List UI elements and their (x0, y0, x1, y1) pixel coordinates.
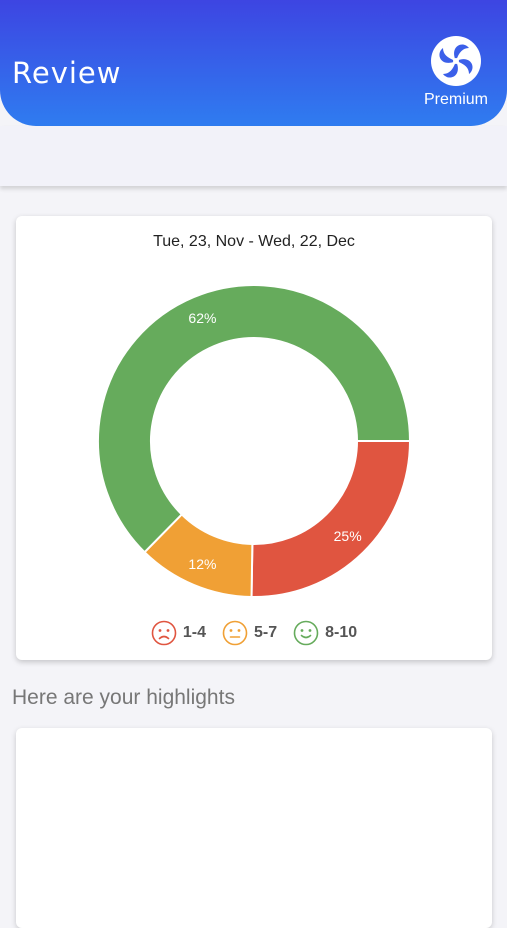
neutral-face-icon (222, 620, 248, 646)
page-title: Review (12, 56, 122, 90)
slice-label-8-10: 62% (188, 310, 216, 326)
legend-item-8-10: 8-10 (293, 620, 357, 646)
sad-face-icon (151, 620, 177, 646)
donut-chart: 25% 12% 62% (97, 284, 412, 598)
premium-label: Premium (423, 91, 488, 108)
donut-slice-1-4 (250, 440, 412, 598)
top-tab-strip (0, 126, 507, 186)
slice-label-1-4: 25% (334, 528, 362, 544)
legend-label: 8-10 (325, 624, 358, 641)
legend-item-1-4: 1-4 (151, 620, 206, 646)
slice-label-5-7: 12% (188, 556, 216, 572)
legend-label: 5-7 (253, 624, 278, 641)
legend-item-5-7: 5-7 (222, 620, 277, 646)
chart-legend: 1-4 5-7 8-10 (16, 620, 492, 646)
app-header: Review Premium (0, 0, 507, 126)
premium-button[interactable]: Premium (417, 34, 495, 114)
premium-pinwheel-icon (431, 36, 481, 86)
review-chart-card: Tue, 23, Nov - Wed, 22, Dec 25% 12% 62% 1-… (16, 216, 492, 660)
highlights-heading: Here are your highlights (12, 686, 235, 709)
highlights-card (16, 728, 492, 928)
donut-slice-8-10 (97, 284, 412, 554)
legend-label: 1-4 (182, 624, 206, 641)
date-range[interactable]: Tue, 23, Nov - Wed, 22, Dec (153, 233, 355, 250)
happy-face-icon (293, 620, 319, 646)
